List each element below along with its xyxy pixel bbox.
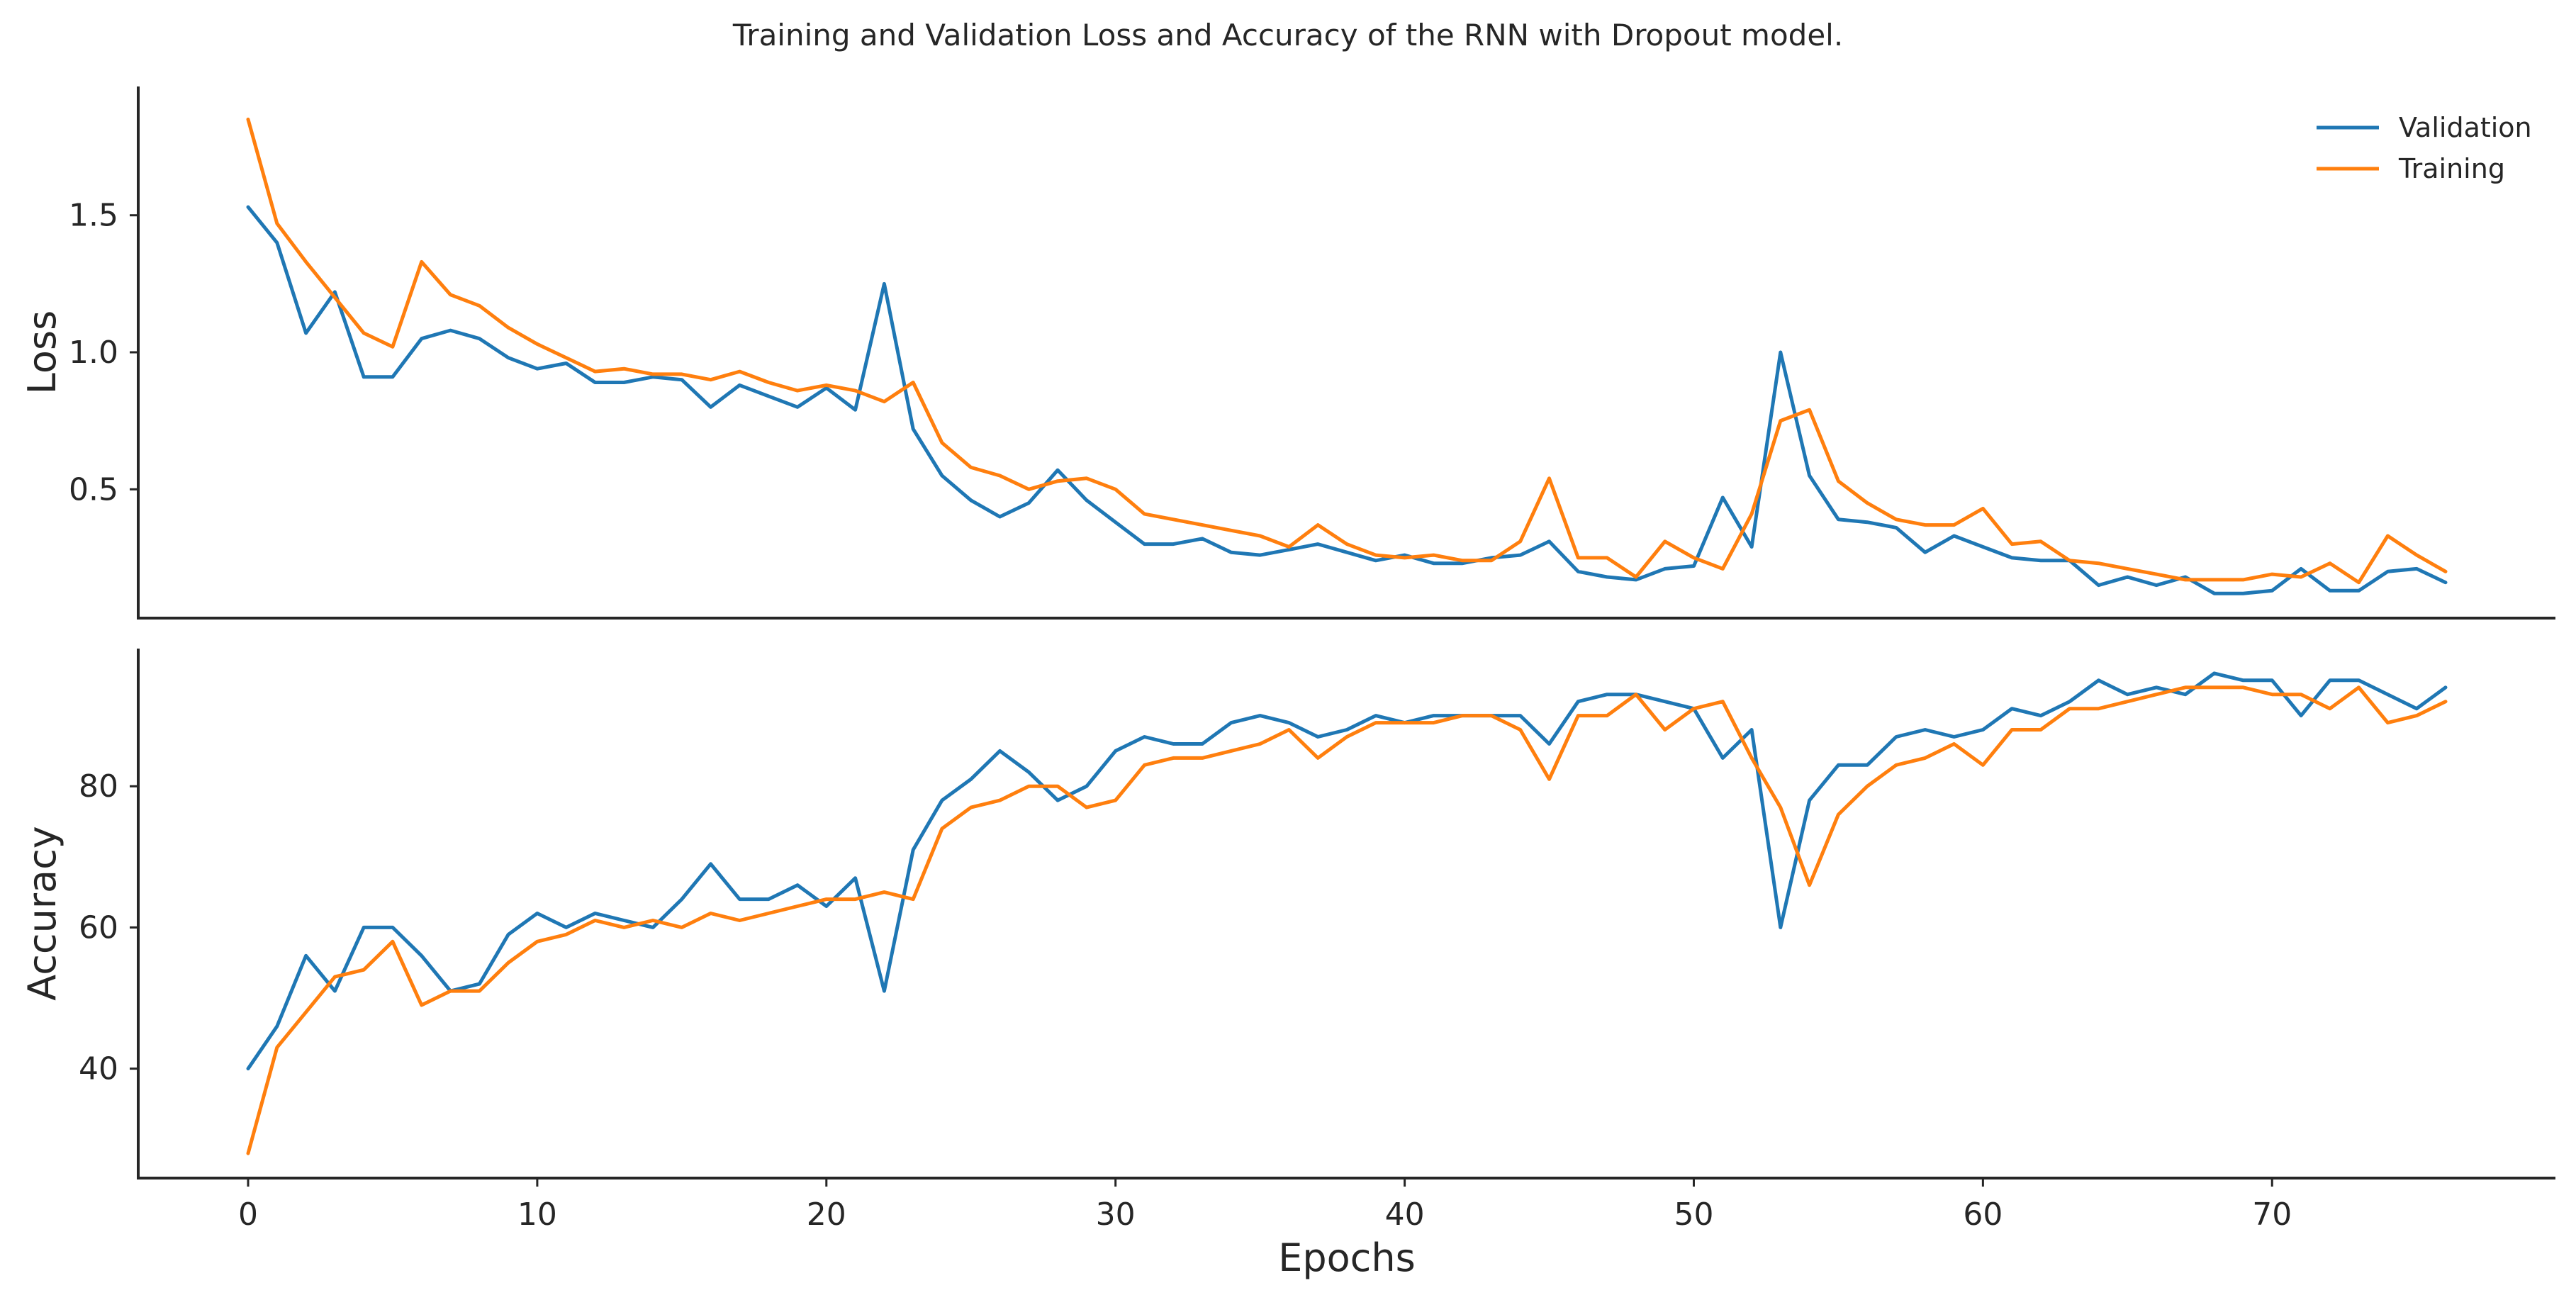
y-tick-label-loss: 1.5 <box>69 198 118 234</box>
panel-accuracy: 40 60 80 Accuracy <box>20 649 2555 1179</box>
x-axis-label: Epochs <box>1278 1235 1415 1280</box>
series-line-validation-loss <box>246 205 2448 595</box>
series-line-training-loss <box>246 117 2448 585</box>
x-tick-label: 0 <box>238 1197 258 1233</box>
y-tick-label-accuracy: 60 <box>79 909 118 946</box>
series-line-training-accuracy <box>246 685 2448 1155</box>
x-tick-label: 30 <box>1096 1197 1136 1233</box>
y-tick-label-loss: 0.5 <box>69 471 118 508</box>
legend-label-validation: Validation <box>2399 112 2532 143</box>
y-tick-label-loss: 1.0 <box>69 335 118 371</box>
legend: Validation Training <box>2317 112 2532 184</box>
x-tick-label: 10 <box>517 1197 557 1233</box>
series-line-validation-accuracy <box>246 671 2448 1071</box>
panel-loss: 0.5 1.0 1.5 Loss Validation Training <box>20 86 2555 620</box>
x-tick-label: 20 <box>807 1197 846 1233</box>
x-tick-label: 40 <box>1385 1197 1425 1233</box>
y-tick-label-accuracy: 80 <box>79 768 118 805</box>
x-tick-label: 70 <box>2252 1197 2292 1233</box>
y-tick-label-accuracy: 40 <box>79 1051 118 1087</box>
x-tick-label: 60 <box>1963 1197 2003 1233</box>
y-axis-label-loss: Loss <box>20 310 65 394</box>
legend-label-training: Training <box>2398 153 2505 184</box>
y-axis-label-accuracy: Accuracy <box>20 826 65 1001</box>
x-tick-label: 50 <box>1674 1197 1713 1233</box>
chart-title: Training and Validation Loss and Accurac… <box>732 18 1843 52</box>
